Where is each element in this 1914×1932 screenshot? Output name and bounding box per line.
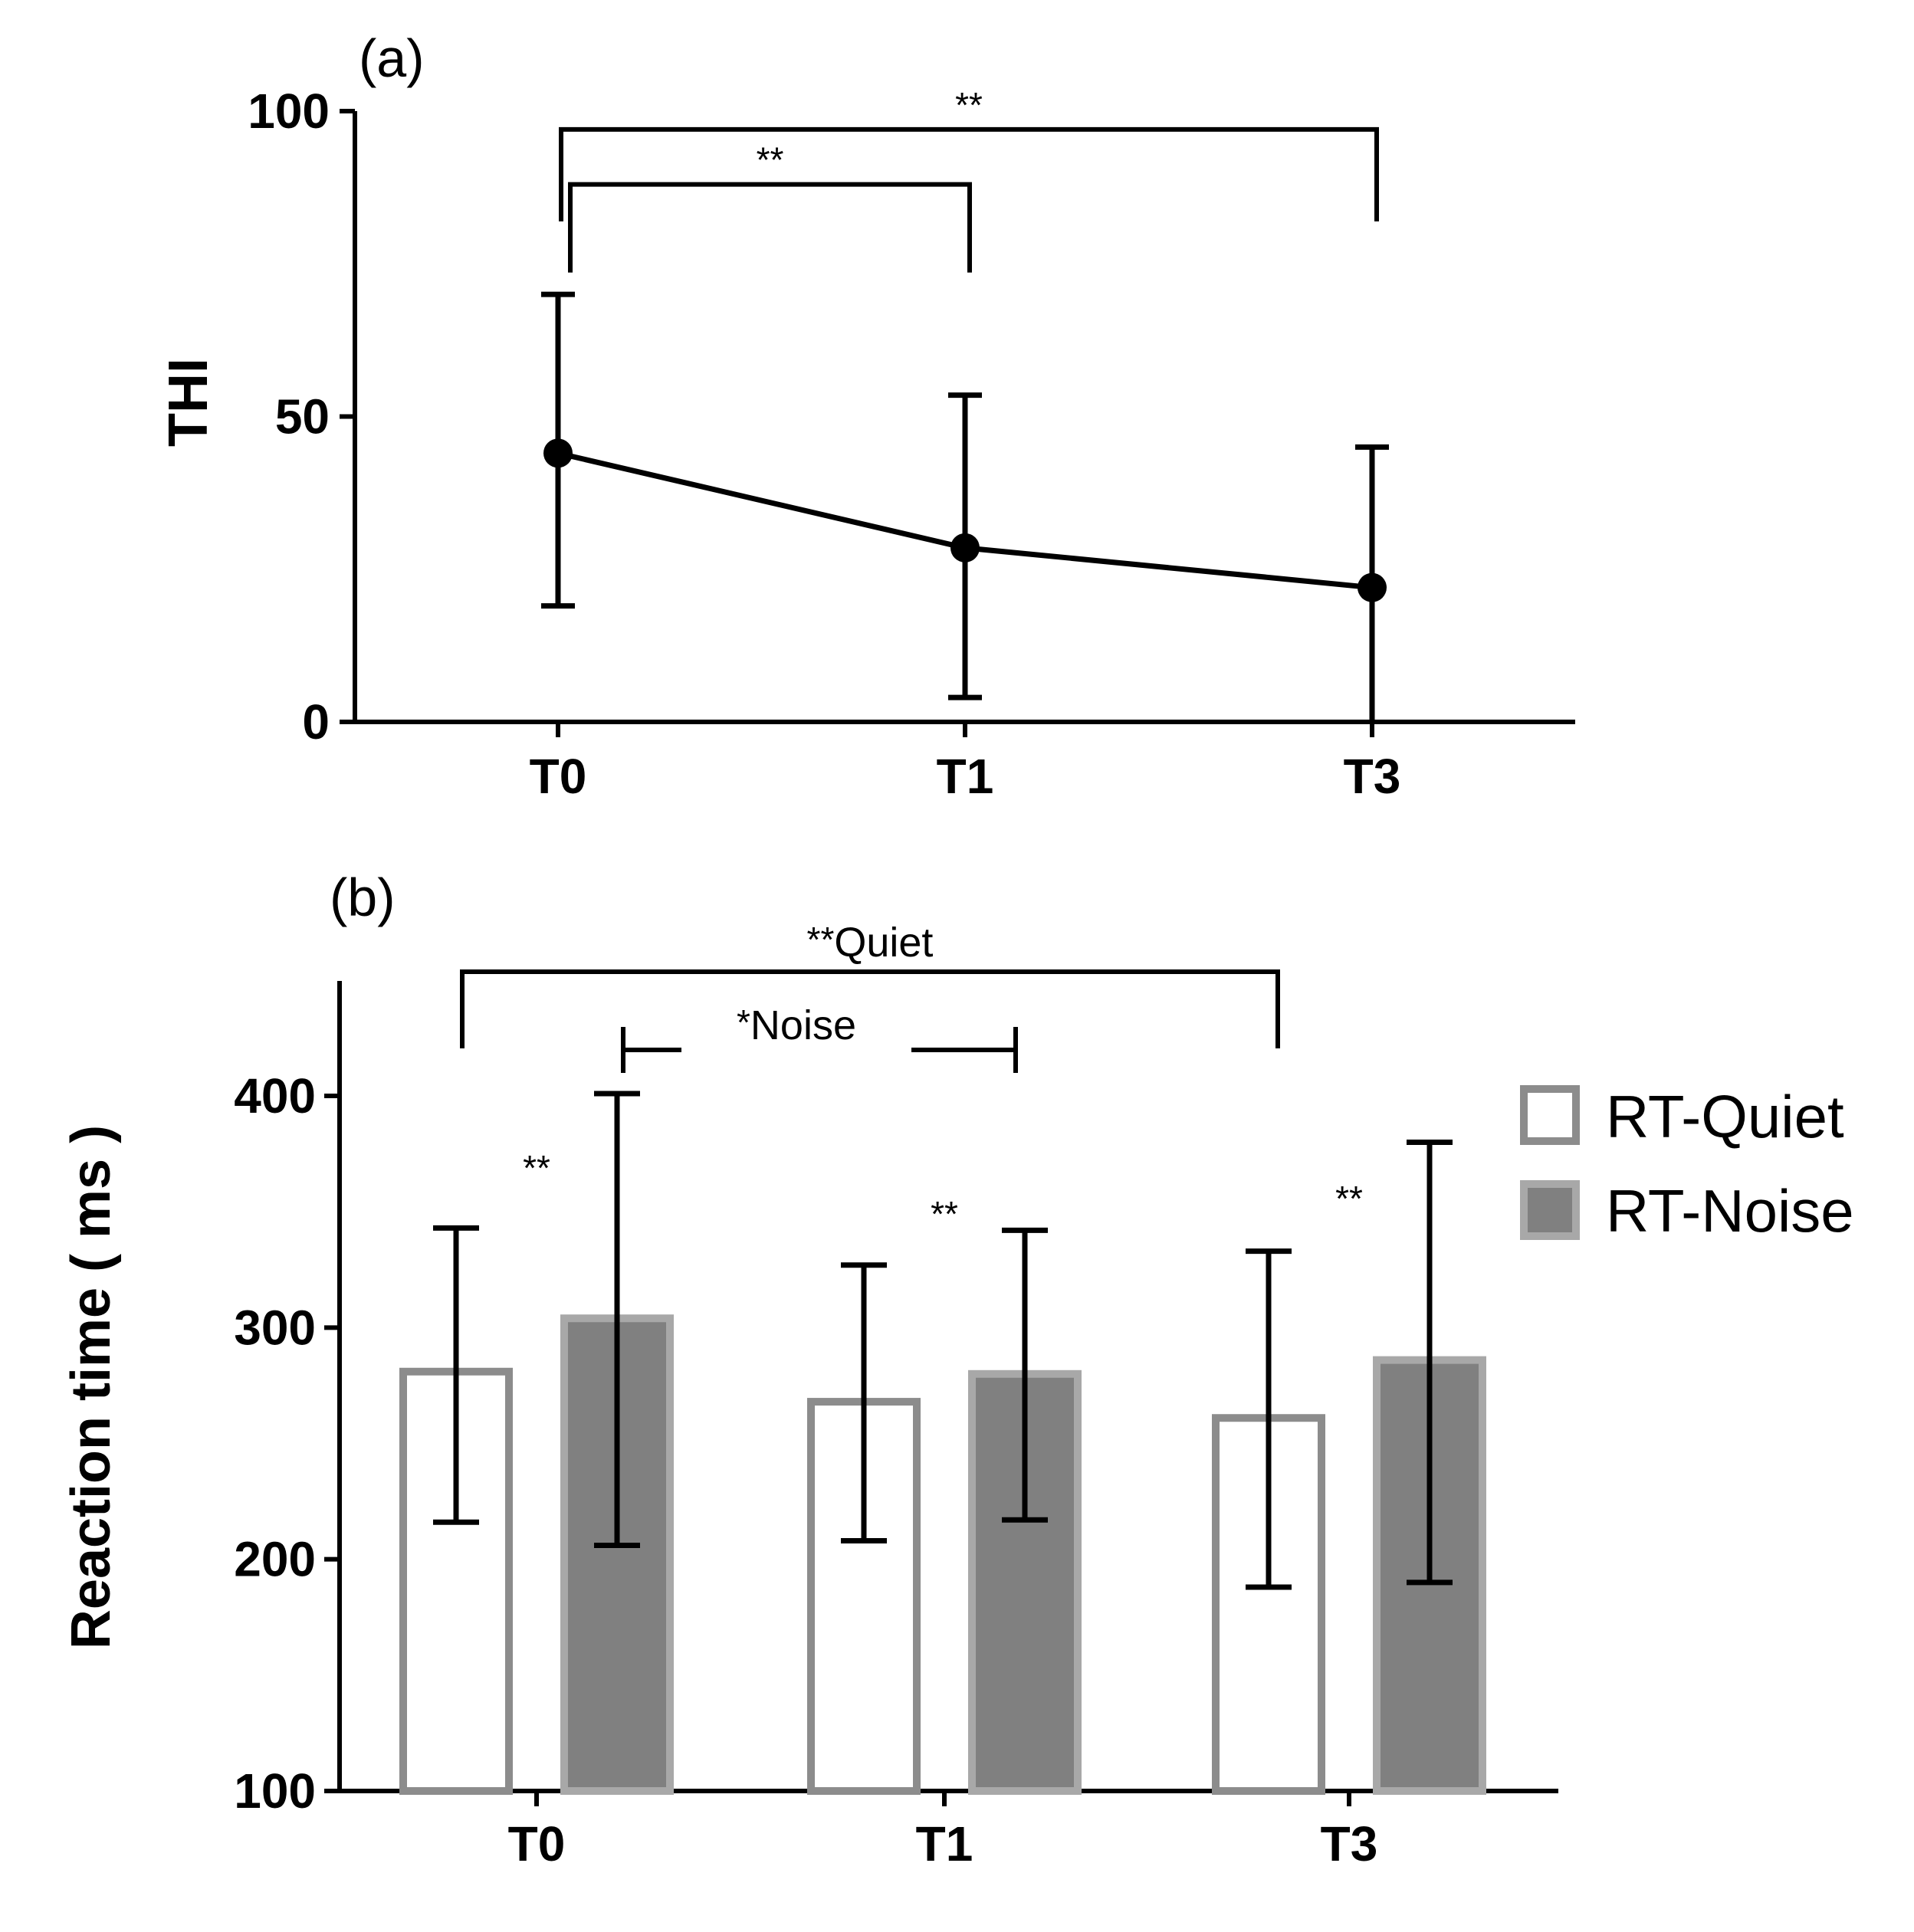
- legend-swatch-rt-noise: [1520, 1180, 1580, 1240]
- legend-label-rt-quiet: RT-Quiet: [1606, 1083, 1844, 1150]
- pair-sig-label-t1: **: [931, 1194, 958, 1234]
- panel-b-x-tick-label-t0: T0: [508, 1816, 566, 1871]
- panel-b-pair-significance: ** ** **: [523, 1148, 1363, 1234]
- legend-label-rt-noise: RT-Noise: [1606, 1177, 1854, 1245]
- sig-bracket-quiet: [460, 969, 1280, 1048]
- panel-a-x-tick-label-t1: T1: [937, 749, 994, 804]
- sig-label-noise: *Noise: [737, 1002, 856, 1048]
- panel-a-sig-bracket-t0-t1: [568, 182, 972, 273]
- panel-b-y-axis-title: Reaction time ( ms ): [61, 1125, 122, 1649]
- panel-b-x-tick-label-t1: T1: [916, 1816, 973, 1871]
- panel-a-point-t1: [950, 533, 980, 563]
- panel-a-x-tick-label-t3: T3: [1344, 749, 1401, 804]
- panel-a-y-axis-title: THI: [158, 358, 219, 447]
- pair-sig-label-t3: **: [1335, 1179, 1363, 1219]
- panel-a-y-tick-label: 50: [275, 389, 330, 444]
- panel-b-y-tick-label: 200: [234, 1532, 316, 1587]
- panel-b-x-tick-label-t3: T3: [1321, 1816, 1378, 1871]
- panel-b-bars: [399, 1314, 1486, 1796]
- panel-a: (a) THI 0 50 100 T0 T1 T3 ** **: [158, 28, 1575, 804]
- panel-a-sig-bracket-t0-t3: [559, 126, 1379, 221]
- panel-a-sig-label-t0-t3: **: [955, 85, 983, 125]
- panel-b-label: (b): [330, 868, 396, 927]
- panel-b-y-ticks: 100 200 300 400: [234, 1068, 340, 1819]
- panel-a-point-t0: [543, 438, 573, 468]
- panel-a-y-tick-label: 100: [248, 84, 330, 139]
- pair-sig-label-t0: **: [523, 1148, 550, 1188]
- panel-b: (b) Reaction time ( ms ) 100 200 300 400 T0…: [61, 868, 1854, 1871]
- panel-b-error-bars: [433, 1091, 1453, 1590]
- panel-a-significance: ** **: [559, 85, 1379, 273]
- panel-a-label: (a): [359, 28, 425, 88]
- legend: RT-Quiet RT-Noise: [1520, 1083, 1854, 1245]
- panel-b-y-tick-label: 400: [234, 1068, 316, 1123]
- panel-a-error-bars: [541, 291, 1389, 722]
- panel-a-x-tick-label-t0: T0: [530, 749, 587, 804]
- panel-a-point-t3: [1358, 572, 1387, 602]
- panel-a-y-ticks: 0 50 100: [248, 84, 355, 750]
- panel-b-y-tick-label: 100: [234, 1763, 316, 1819]
- panel-b-x-ticks: T0 T1 T3: [508, 1791, 1378, 1871]
- panel-b-y-tick-label: 300: [234, 1300, 316, 1355]
- panel-b-significance: **Quiet *Noise: [460, 920, 1280, 1073]
- panel-a-sig-label-t0-t1: **: [757, 140, 784, 180]
- panel-a-series: [543, 438, 1387, 602]
- legend-swatch-rt-quiet: [1520, 1085, 1580, 1145]
- panel-a-y-tick-label: 0: [302, 694, 330, 750]
- panel-a-x-ticks: T0 T1 T3: [530, 722, 1401, 804]
- sig-label-quiet: **Quiet: [807, 920, 934, 966]
